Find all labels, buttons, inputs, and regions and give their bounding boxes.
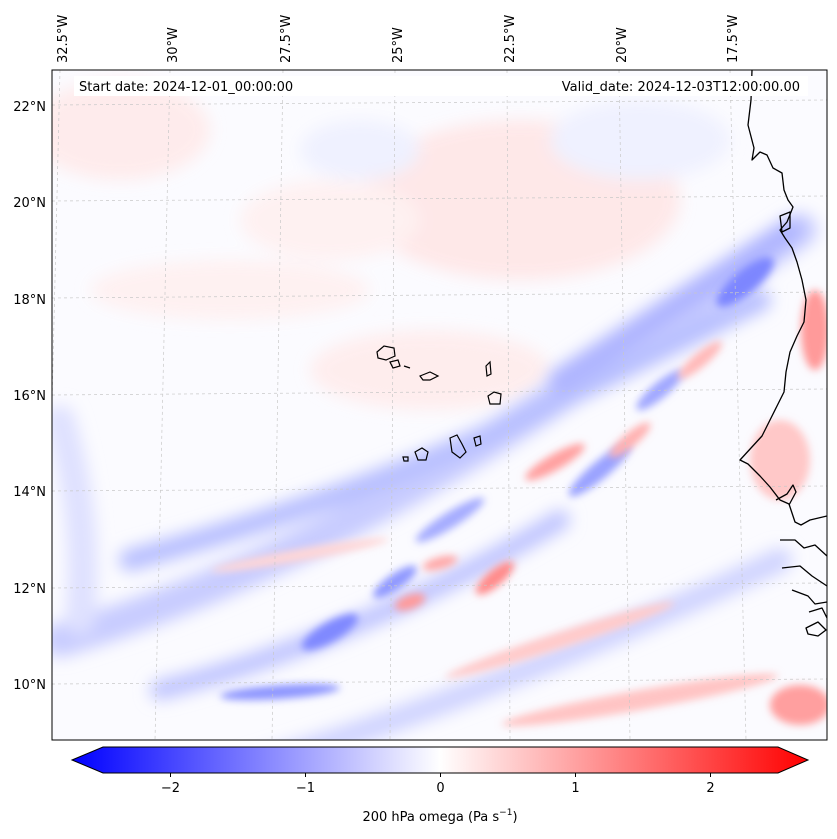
lon-tick: 25°W bbox=[391, 27, 406, 63]
lat-tick: 18°N bbox=[13, 293, 46, 308]
lat-tick: 14°N bbox=[13, 485, 46, 500]
lon-tick: 27.5°W bbox=[279, 15, 294, 63]
colorbar-label-text: 200 hPa omega (Pa s bbox=[362, 810, 499, 825]
map-frame bbox=[51, 69, 828, 741]
colorbar-label-close: ) bbox=[512, 810, 517, 825]
graticule bbox=[52, 70, 827, 740]
colorbar-tick-label: 0 bbox=[436, 781, 444, 796]
lon-tick: 30°W bbox=[166, 27, 181, 63]
colorbar: −2 −1 0 1 2 200 hPa omega (Pa s−1) bbox=[70, 746, 810, 825]
colorbar-tick-label: −2 bbox=[161, 781, 180, 796]
colorbar-label-exponent: −1 bbox=[499, 808, 512, 818]
map-panel: Start date: 2024-12-01_00:00:00 Valid_da… bbox=[51, 69, 828, 741]
omega-field bbox=[52, 70, 827, 740]
colorbar-tick-label: −1 bbox=[296, 781, 315, 796]
date-label-background bbox=[74, 76, 808, 96]
lon-tick: 17.5°W bbox=[726, 15, 741, 63]
start-date-label: Start date: 2024-12-01_00:00:00 bbox=[79, 80, 293, 95]
colorbar-fill bbox=[70, 746, 810, 774]
cape-verde-islands bbox=[376, 345, 502, 462]
colorbar-tick-label: 1 bbox=[571, 781, 579, 796]
colorbar-tick-label: 2 bbox=[706, 781, 714, 796]
lat-tick: 10°N bbox=[13, 678, 46, 693]
lat-tick: 20°N bbox=[13, 196, 46, 211]
lat-tick: 16°N bbox=[13, 389, 46, 404]
lat-tick: 22°N bbox=[13, 100, 46, 115]
latitude-ticks: 22°N 20°N 18°N 16°N 14°N 12°N 10°N bbox=[13, 100, 46, 693]
lon-tick: 32.5°W bbox=[56, 15, 71, 63]
colorbar-ticks: −2 −1 0 1 2 bbox=[161, 773, 715, 796]
lon-tick: 22.5°W bbox=[503, 15, 518, 63]
longitude-ticks: 32.5°W 30°W 27.5°W 25°W 22.5°W 20°W 17.5… bbox=[56, 15, 741, 63]
colorbar-label: 200 hPa omega (Pa s−1) bbox=[362, 808, 517, 825]
lat-tick: 12°N bbox=[13, 582, 46, 597]
coastline bbox=[739, 70, 827, 637]
lon-tick: 20°W bbox=[615, 27, 630, 63]
valid-date-label: Valid_date: 2024-12-03T12:00:00.00 bbox=[562, 80, 800, 95]
